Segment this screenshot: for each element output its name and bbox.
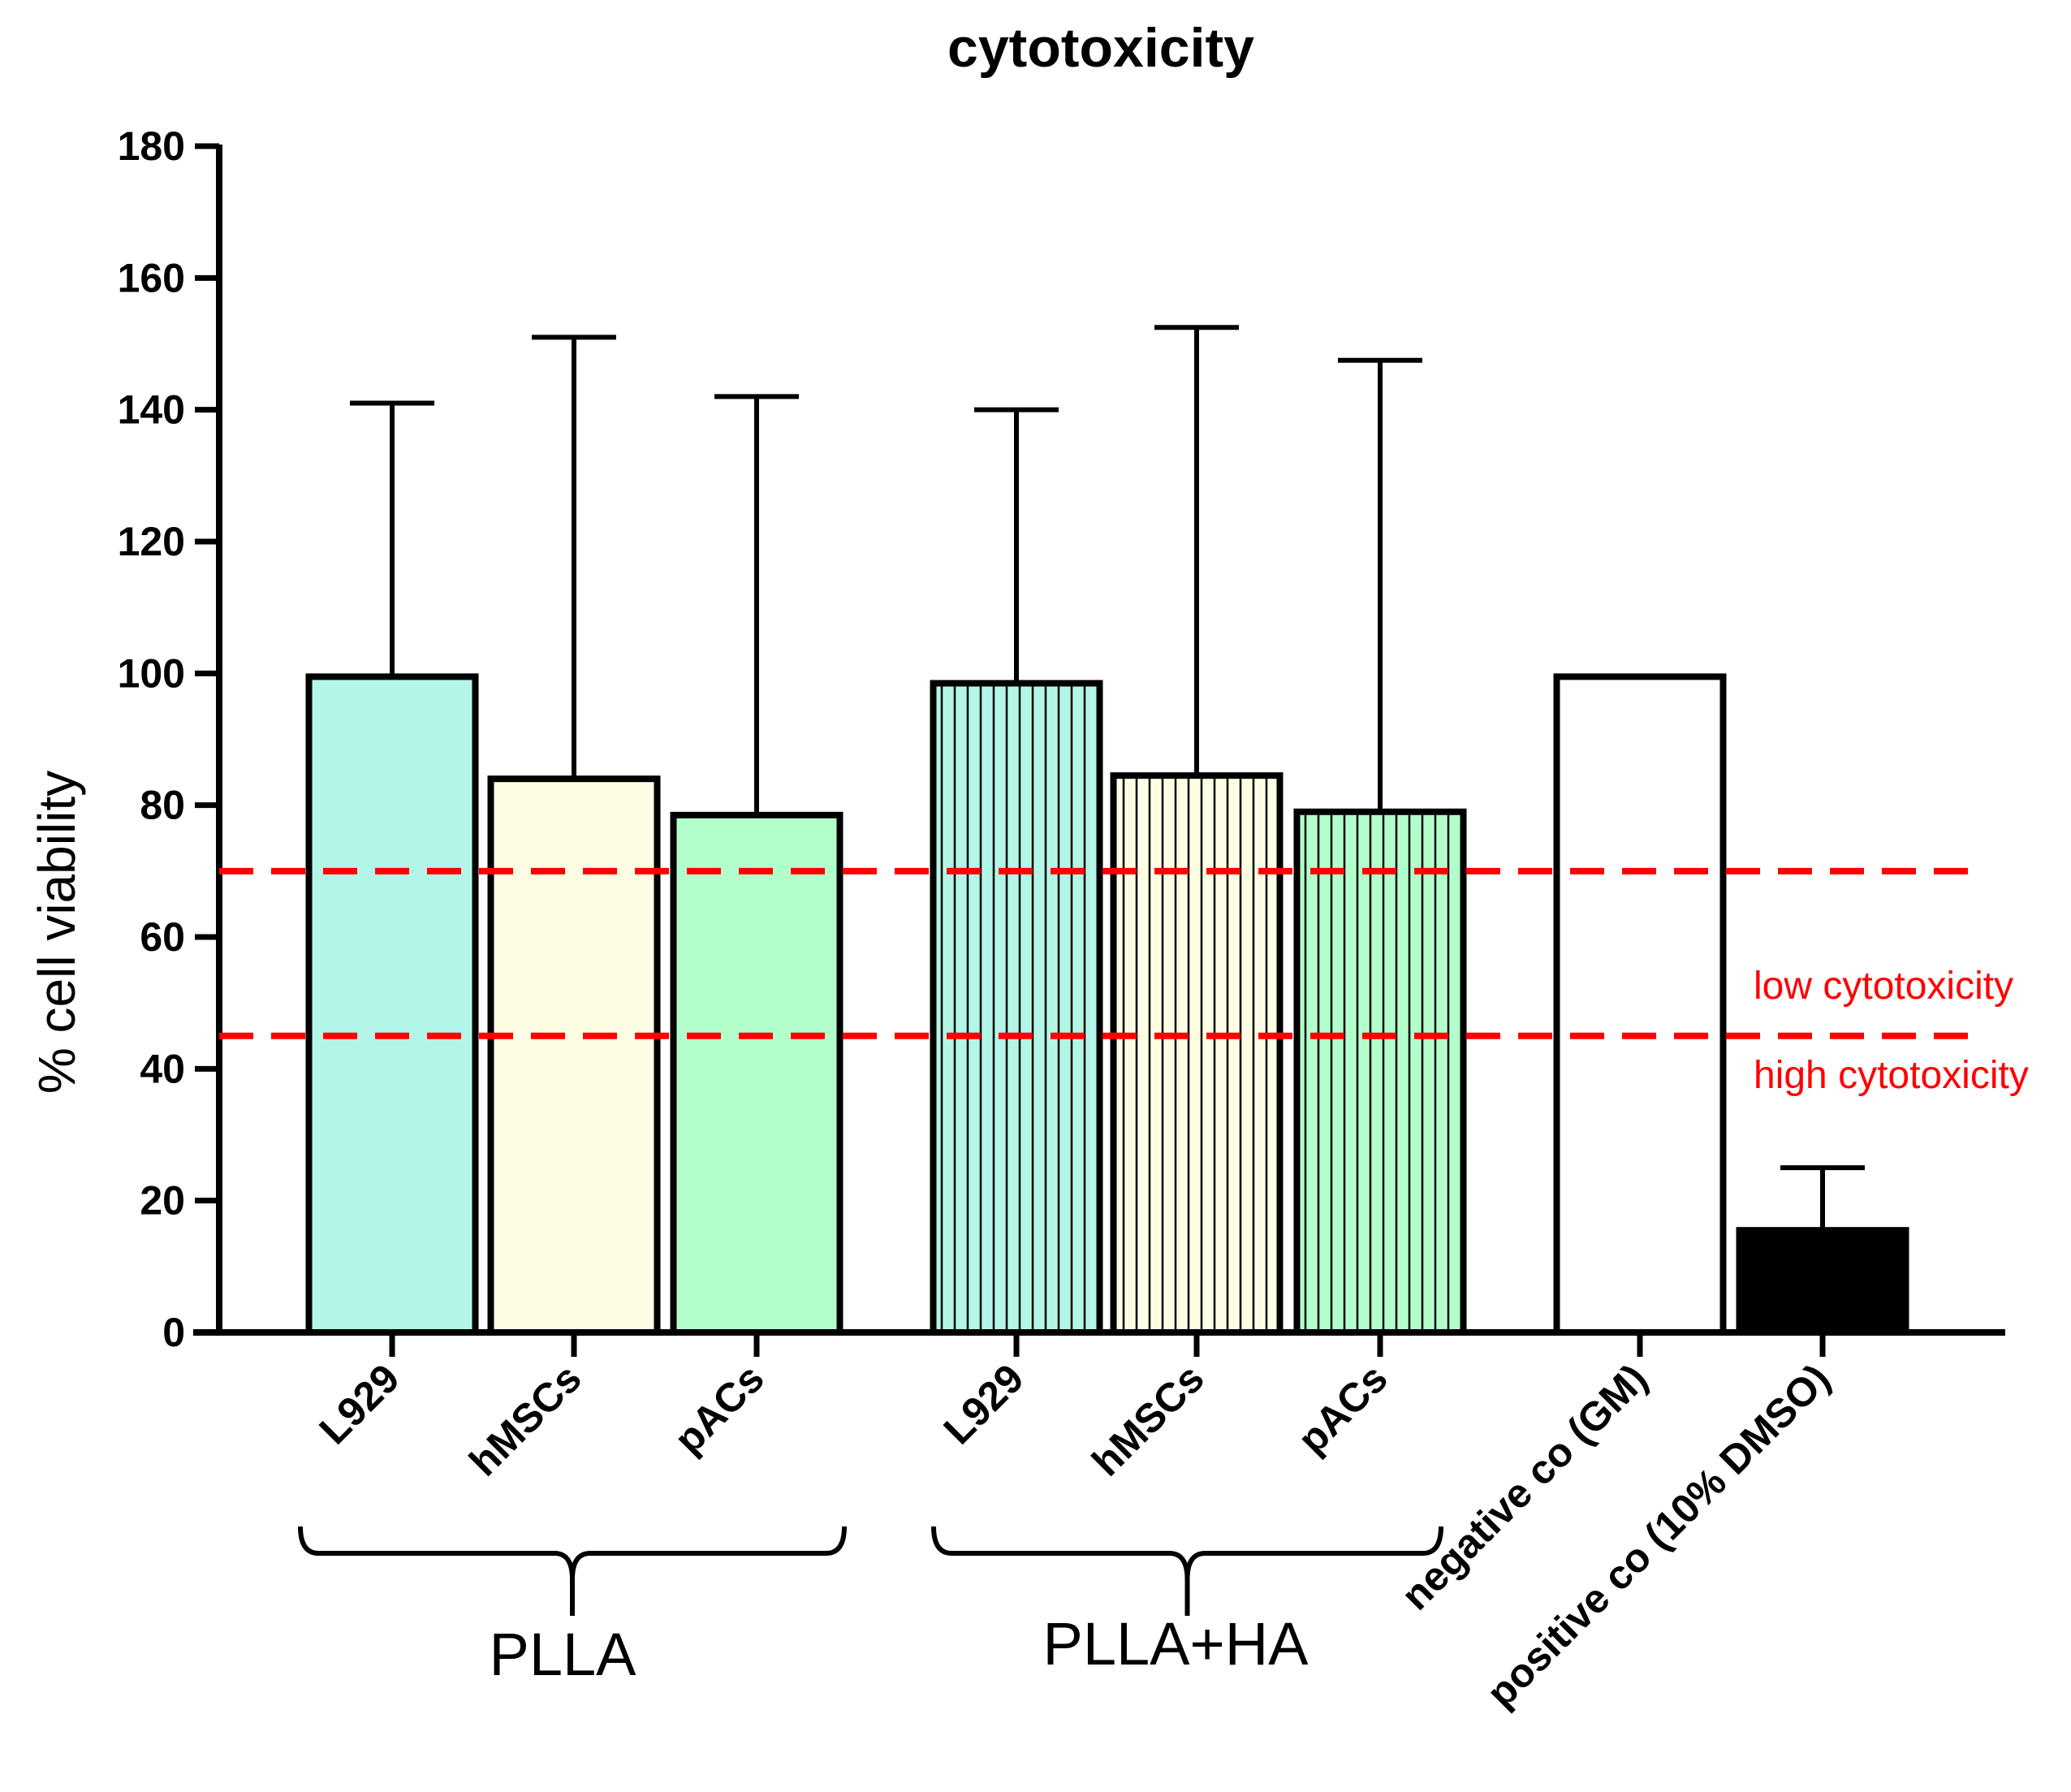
bar	[670, 811, 844, 1336]
x-tick-label: pACs	[666, 1355, 773, 1462]
bar-hatch	[936, 686, 1097, 1329]
x-tick-label: pACs	[1289, 1355, 1396, 1462]
y-tick-label: 80	[140, 783, 185, 828]
bar	[1736, 1227, 1909, 1336]
x-tick-label: hMSCs	[1083, 1355, 1212, 1484]
group-brace-plla	[298, 1526, 847, 1580]
y-tick-label: 140	[118, 387, 185, 433]
plot-area: 0 20 40 60 80 100 120 140 160 180 L929 hMSCs pACs L92…	[118, 123, 2005, 1716]
y-tick-label: 180	[118, 123, 185, 169]
x-tick-label: positive co (10% DMSO)	[1478, 1355, 1838, 1716]
group-label-plla: PLLA	[489, 1621, 636, 1688]
bar-hatch	[1300, 814, 1460, 1329]
y-tick-label: 0	[162, 1310, 185, 1355]
bar	[305, 673, 479, 1336]
y-tick-label: 100	[118, 650, 185, 696]
y-tick-label: 160	[118, 255, 185, 300]
chart-title: cytotoxicity	[947, 17, 1254, 79]
bar-hatch	[1116, 779, 1277, 1329]
annotation-low-cytotoxicity: low cytotoxicity	[1754, 965, 2013, 1008]
group-brace-plla-ha	[931, 1526, 1443, 1580]
y-tick-label: 60	[140, 914, 185, 960]
y-tick-label: 120	[118, 519, 185, 564]
x-tick-label: L929	[935, 1355, 1033, 1453]
y-axis-label: % cell viability	[28, 771, 86, 1094]
bar	[487, 775, 661, 1336]
y-tick-label: 20	[140, 1178, 185, 1224]
x-tick-label: L929	[311, 1355, 408, 1453]
annotation-high-cytotoxicity: high cytotoxicity	[1754, 1054, 2029, 1097]
x-tick-label: hMSCs	[460, 1355, 589, 1484]
y-tick-label: 40	[140, 1046, 185, 1091]
group-label-plla-ha: PLLA+HA	[1042, 1610, 1309, 1678]
bar	[1553, 673, 1727, 1336]
